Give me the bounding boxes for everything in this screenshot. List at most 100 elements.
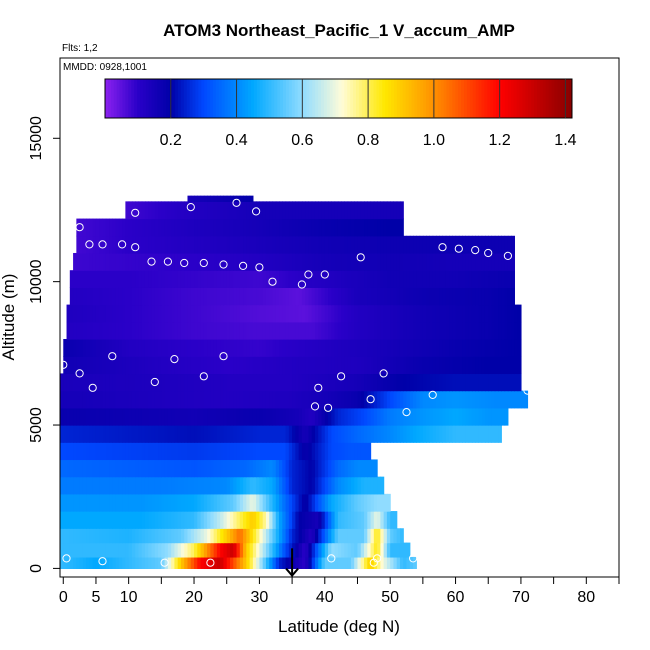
heatmap-cell xyxy=(177,528,182,544)
heatmap-cell xyxy=(174,407,179,426)
heatmap-cell xyxy=(318,252,323,271)
heatmap-cell xyxy=(86,528,91,544)
heatmap-cell xyxy=(177,442,182,461)
heatmap-cell xyxy=(471,287,476,306)
heatmap-cell xyxy=(331,339,336,357)
heatmap-cell xyxy=(377,321,381,340)
heatmap-cell xyxy=(475,270,480,288)
heatmap-cell xyxy=(452,304,457,323)
heatmap-cell xyxy=(223,304,228,323)
heatmap-cell xyxy=(285,321,290,340)
heatmap-cell xyxy=(151,511,156,529)
heatmap-cell xyxy=(89,321,94,340)
heatmap-cell xyxy=(207,235,211,254)
heatmap-cell xyxy=(337,442,342,461)
heatmap-cell xyxy=(288,321,293,340)
heatmap-cell xyxy=(102,407,107,426)
heatmap-cell xyxy=(184,201,189,220)
heatmap-cell xyxy=(243,235,247,254)
heatmap-cell xyxy=(125,442,130,461)
heatmap-cell xyxy=(216,542,221,558)
heatmap-cell xyxy=(386,356,391,375)
heatmap-cell xyxy=(298,511,303,529)
heatmap-cell xyxy=(458,356,463,375)
heatmap-cell xyxy=(92,270,97,288)
heatmap-cell xyxy=(223,390,228,409)
heatmap-cell xyxy=(262,304,267,323)
heatmap-cell xyxy=(341,321,345,340)
colorbar-segment xyxy=(417,79,421,118)
heatmap-cell xyxy=(174,493,179,512)
heatmap-cell xyxy=(373,459,378,478)
heatmap-cell xyxy=(341,356,345,375)
colorbar-segment xyxy=(566,79,570,118)
heatmap-cell xyxy=(148,373,153,392)
heatmap-cell xyxy=(105,459,110,478)
heatmap-cell xyxy=(118,425,123,443)
heatmap-cell xyxy=(396,287,401,306)
heatmap-cell xyxy=(445,373,450,392)
heatmap-cell xyxy=(200,304,205,323)
heatmap-cell xyxy=(131,442,136,461)
heatmap-cell xyxy=(92,528,97,544)
heatmap-cell xyxy=(82,235,87,254)
colorbar-segment xyxy=(376,79,380,118)
heatmap-cell xyxy=(76,252,81,271)
heatmap-cell xyxy=(269,556,274,569)
heatmap-cell xyxy=(180,270,185,288)
colorbar-segment xyxy=(341,79,345,118)
heatmap-cell xyxy=(471,356,476,375)
heatmap-cell xyxy=(301,304,306,323)
heatmap-cell xyxy=(419,321,424,340)
heatmap-cell xyxy=(301,373,306,392)
heatmap-cell xyxy=(439,407,444,426)
heatmap-cell xyxy=(426,287,430,306)
heatmap-cell xyxy=(481,270,486,288)
heatmap-cell xyxy=(295,356,300,375)
heatmap-cell xyxy=(92,542,97,558)
heatmap-cell xyxy=(373,321,378,340)
heatmap-cell xyxy=(324,556,329,569)
heatmap-cell xyxy=(174,304,179,323)
colorbar-segment xyxy=(437,79,442,118)
heatmap-cell xyxy=(275,304,280,323)
heatmap-cell xyxy=(122,287,126,306)
heatmap-cell xyxy=(148,493,153,512)
heatmap-cell xyxy=(435,390,440,409)
heatmap-cell xyxy=(256,511,261,529)
heatmap-cell xyxy=(190,339,195,357)
heatmap-cell xyxy=(301,287,306,306)
heatmap-cell xyxy=(60,425,64,443)
colorbar-segment xyxy=(140,79,144,118)
heatmap-cell xyxy=(360,201,365,220)
heatmap-cell xyxy=(507,235,512,254)
heatmap-cell xyxy=(279,201,283,220)
heatmap-cell xyxy=(171,390,176,409)
heatmap-cell xyxy=(282,528,287,544)
heatmap-cell xyxy=(494,407,499,426)
heatmap-cell xyxy=(350,270,355,288)
heatmap-cell xyxy=(380,390,385,409)
heatmap-cell xyxy=(151,556,156,569)
heatmap-cell xyxy=(256,235,261,254)
colorbar-segment xyxy=(239,79,243,118)
heatmap-cell xyxy=(144,287,149,306)
heatmap-cell xyxy=(282,542,287,558)
heatmap-cell xyxy=(308,235,313,254)
heatmap-cell xyxy=(164,459,169,478)
heatmap-cell xyxy=(269,287,274,306)
heatmap-cell xyxy=(223,425,228,443)
x-tick-label: 0 xyxy=(59,589,68,606)
heatmap-cell xyxy=(73,390,77,409)
heatmap-cell xyxy=(324,218,329,237)
heatmap-cell xyxy=(501,252,506,271)
heatmap-cell xyxy=(406,356,411,375)
heatmap-cell xyxy=(344,287,349,306)
heatmap-cell xyxy=(210,304,215,323)
heatmap-cell xyxy=(223,321,228,340)
heatmap-cell xyxy=(272,218,277,237)
colorbar-tick-label: 0.8 xyxy=(357,132,379,149)
heatmap-cell xyxy=(210,556,215,569)
heatmap-cell xyxy=(69,407,74,426)
heatmap-cell xyxy=(216,528,221,544)
